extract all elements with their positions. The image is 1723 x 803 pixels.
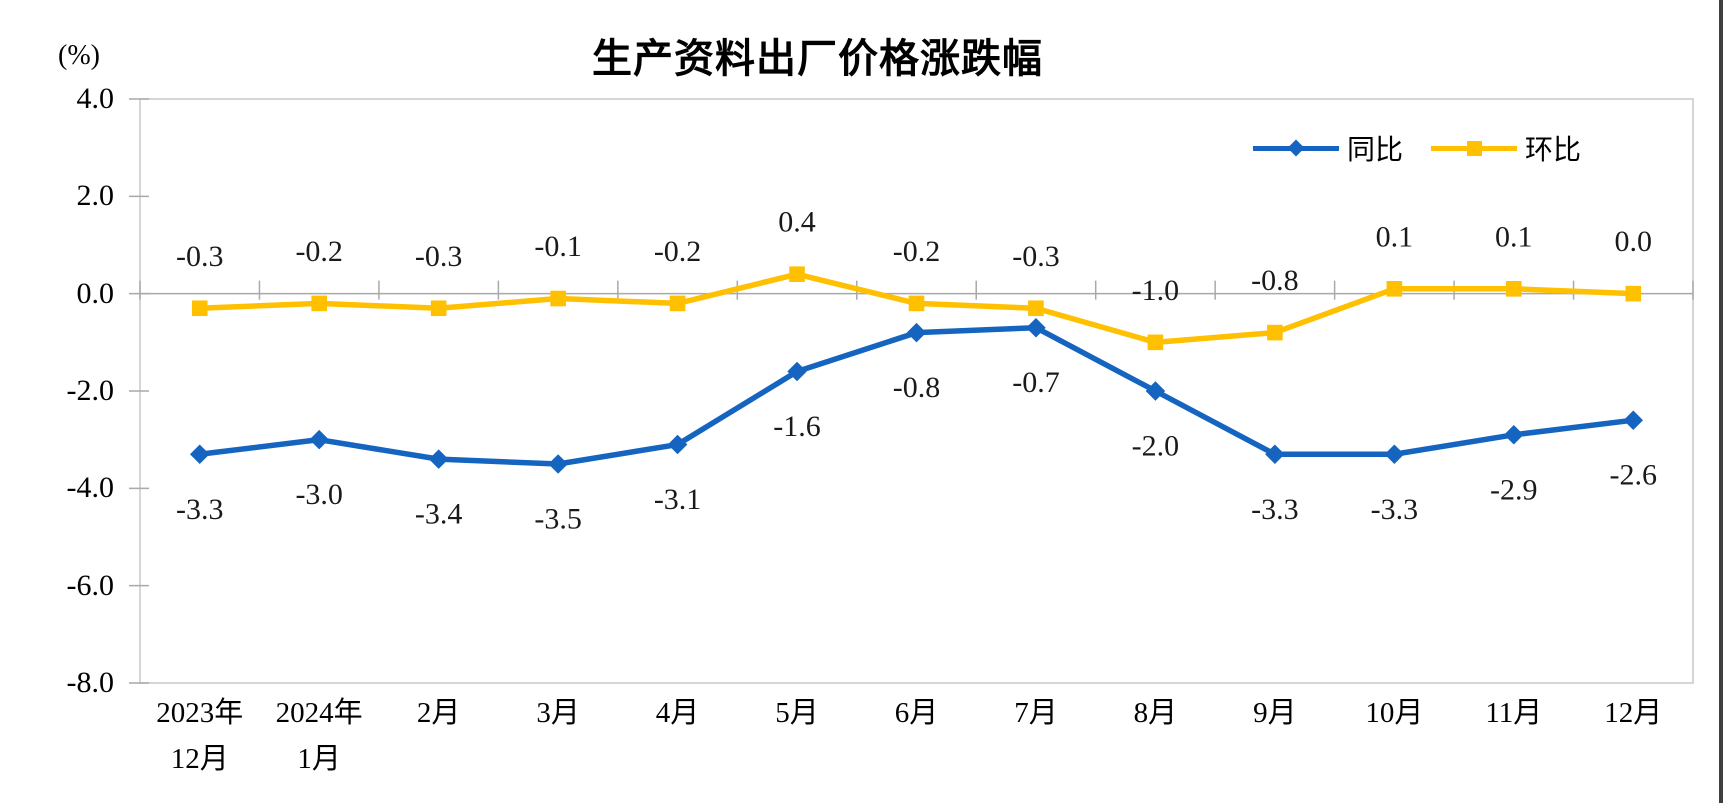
data-label: -2.9 [1490, 473, 1538, 506]
tongbi-point-marker [309, 429, 329, 450]
tongbi-point-marker [1265, 444, 1285, 465]
y-axis-tick-label: -4.0 [66, 471, 115, 505]
data-label: -3.5 [534, 503, 582, 536]
legend-label-huanbi: 环比 [1525, 135, 1582, 166]
page-right-border [1719, 0, 1723, 803]
huanbi-point-marker [1506, 281, 1522, 297]
data-label: -0.2 [295, 235, 343, 268]
data-label: -0.8 [1251, 264, 1299, 297]
huanbi-point-marker [430, 300, 447, 317]
tongbi-point-marker [1145, 381, 1166, 401]
x-axis-tick-label: 4月 [655, 697, 700, 729]
tongbi-point-marker [189, 444, 210, 465]
data-label: -3.0 [295, 478, 343, 511]
data-label: -0.2 [654, 235, 702, 268]
data-label: -3.3 [1251, 493, 1299, 526]
y-axis-unit-label: (%) [58, 40, 100, 71]
huanbi-point-marker [669, 295, 686, 312]
tongbi-point-marker [1026, 317, 1046, 338]
tongbi-legend-line-icon [1253, 139, 1339, 156]
x-axis-tick-label: 9月 [1253, 697, 1297, 729]
tongbi-point-marker [1504, 425, 1524, 445]
y-axis-tick-label: 0.0 [76, 276, 115, 310]
huanbi-point-marker [1147, 334, 1164, 351]
huanbi-point-marker [1267, 324, 1283, 341]
data-label: 0.0 [1615, 225, 1653, 258]
tongbi-point-marker [1623, 410, 1644, 430]
x-axis-tick-label: 12月 [1604, 697, 1663, 729]
y-axis-tick-label: -6.0 [66, 568, 115, 602]
tongbi-point-marker [428, 449, 449, 469]
data-label: -0.1 [534, 230, 582, 263]
huanbi-point-marker [908, 295, 925, 312]
data-label: -2.0 [1132, 430, 1180, 463]
data-label: 0.1 [1376, 220, 1414, 253]
huanbi-point-marker [550, 290, 566, 307]
data-label: -3.4 [415, 498, 463, 531]
tongbi-point-marker [1384, 444, 1405, 465]
data-label: -0.8 [893, 371, 941, 404]
legend-label-tongbi: 同比 [1347, 135, 1404, 166]
huanbi-square-marker-icon [1467, 140, 1483, 156]
data-label: 0.4 [778, 206, 816, 239]
legend-item-huanbi: 环比 [1431, 128, 1581, 168]
legend-item-tongbi: 同比 [1253, 128, 1403, 168]
x-axis-tick-label: 6月 [894, 697, 939, 729]
huanbi-point-marker [1028, 300, 1044, 317]
x-axis-tick-label: 5月 [775, 697, 819, 729]
data-label: -0.3 [415, 240, 463, 273]
data-label: -2.6 [1610, 459, 1658, 492]
tongbi-point-marker [548, 454, 568, 474]
data-label: -0.2 [893, 235, 941, 268]
y-axis-tick-label: 2.0 [76, 179, 115, 213]
tongbi-diamond-marker-icon [1287, 139, 1305, 156]
huanbi-point-marker [1386, 281, 1403, 297]
x-axis-tick-label: 8月 [1133, 697, 1178, 729]
y-axis-tick-label: -8.0 [66, 666, 115, 699]
data-label: -3.3 [176, 493, 224, 526]
x-axis-tick-label: 7月 [1014, 697, 1058, 729]
tongbi-point-marker [906, 322, 927, 343]
data-label: 0.1 [1495, 220, 1533, 253]
x-axis-tick-label: 2023年 12月 [156, 697, 244, 775]
data-label: -0.3 [176, 240, 224, 273]
huanbi-point-marker [789, 266, 805, 282]
data-label: -0.3 [1012, 240, 1060, 273]
data-label: -1.6 [773, 410, 821, 443]
data-label: -0.7 [1012, 366, 1060, 399]
y-axis-tick-label: -2.0 [66, 374, 115, 407]
x-axis-tick-label: 10月 [1365, 697, 1424, 729]
data-label: -3.3 [1371, 493, 1419, 526]
x-axis-tick-label: 2024年 1月 [275, 697, 363, 775]
huanbi-point-marker [311, 295, 327, 312]
data-label: -1.0 [1132, 274, 1180, 307]
legend: 同比 环比 [1253, 128, 1581, 168]
x-axis-tick-label: 11月 [1485, 697, 1543, 729]
huanbi-point-marker [1625, 285, 1642, 302]
x-axis-tick-label: 3月 [536, 697, 580, 729]
y-axis-tick-label: 4.0 [76, 82, 115, 115]
huanbi-point-marker [191, 300, 208, 317]
huanbi-legend-line-icon [1431, 140, 1518, 156]
data-label: -3.1 [654, 483, 702, 516]
x-axis-tick-label: 2月 [416, 697, 461, 729]
chart-title: 生产资料出厂价格涨跌幅 [592, 37, 1043, 81]
